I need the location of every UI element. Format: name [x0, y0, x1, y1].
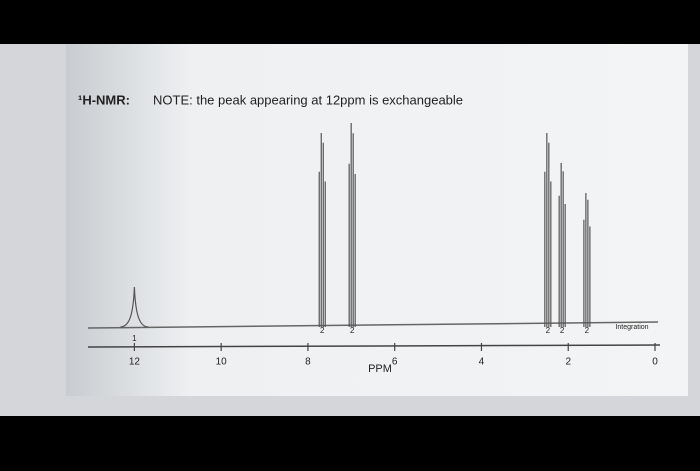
x-tick-label: 12 — [129, 357, 141, 368]
x-tick-label: 0 — [652, 357, 658, 368]
chart-subtitle: NOTE: the peak appearing at 12ppm is exc… — [153, 92, 463, 107]
x-tick-label: 6 — [392, 357, 398, 368]
integration-value: 1 — [132, 334, 137, 343]
integration-label: Integration — [615, 324, 648, 331]
x-axis-label: PPM — [368, 363, 392, 375]
peak — [318, 133, 326, 327]
x-tick-label: 10 — [216, 357, 228, 368]
x-tick-label: 2 — [565, 357, 571, 368]
peak — [348, 123, 356, 327]
x-tick-label: 4 — [479, 357, 485, 368]
peak — [558, 163, 566, 327]
peak — [583, 193, 591, 327]
integration-value: 2 — [585, 326, 590, 335]
integration-value: 2 — [350, 326, 355, 335]
peak — [544, 133, 552, 327]
peak — [120, 286, 149, 328]
x-axis — [87, 344, 661, 348]
integration-value: 2 — [560, 326, 565, 335]
chart-title: ¹H-NMR: — [78, 92, 130, 107]
integration-value: 2 — [320, 326, 325, 335]
x-tick-label: 8 — [305, 357, 311, 368]
integration-value: 2 — [546, 326, 551, 335]
